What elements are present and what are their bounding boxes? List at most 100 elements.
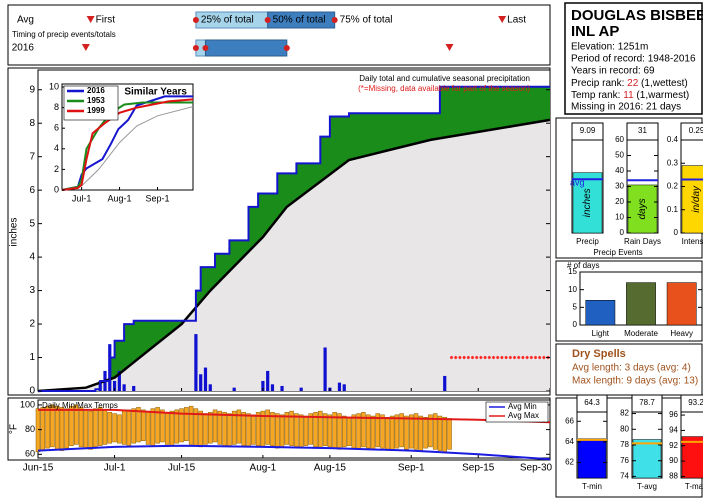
- event-marker: [445, 44, 454, 51]
- temp-bar: [97, 407, 103, 446]
- temp-bar: [217, 410, 223, 445]
- y-tick-label: 4: [54, 143, 59, 153]
- x-tick-label: Jul-1: [104, 463, 126, 474]
- legend-label: 2016: [87, 86, 105, 95]
- x-tick-label: Aug-1: [250, 463, 277, 474]
- temp-bar: [117, 414, 122, 444]
- temp-bar: [327, 414, 333, 448]
- temp-bar: [131, 408, 136, 444]
- value-label: 9.09: [580, 126, 596, 135]
- y-tick-label: 50: [615, 151, 624, 160]
- temp-bar: [241, 412, 247, 446]
- category-label: Precip: [576, 237, 599, 246]
- dry-line: Avg length: 3 days (avg: 4): [572, 363, 691, 374]
- x-tick-label: Jul-15: [168, 463, 196, 474]
- station-info: Elevation: 1251m: [571, 42, 648, 53]
- value-label: 31: [638, 126, 647, 135]
- y-tick-label: 78: [620, 440, 629, 449]
- y-tick-label: 8: [54, 102, 59, 112]
- dry-line: Max length: 9 days (avg: 13): [572, 376, 698, 387]
- daily-bar: [280, 385, 284, 391]
- y-tick-label: 90: [669, 456, 678, 465]
- temp-bar: [251, 414, 256, 445]
- y-axis-label: °F: [9, 424, 20, 434]
- y-tick-label: 76: [620, 456, 629, 465]
- temp-bar: [255, 412, 261, 446]
- temp-bar: [380, 414, 385, 449]
- y-tick-label: 60: [25, 449, 35, 459]
- bar: [681, 436, 703, 479]
- row-label: 2016: [12, 43, 35, 54]
- y-tick-label: 0: [674, 228, 679, 237]
- y-tick-label: 0.1: [667, 205, 679, 214]
- temp-bar: [265, 409, 270, 445]
- series-line: [61, 98, 194, 191]
- temp-bar: [35, 408, 41, 453]
- y-tick-label: 62: [565, 458, 574, 467]
- station-info: Years in record: 69: [571, 66, 655, 77]
- value-box: [680, 122, 703, 141]
- x-tick-label: Aug-15: [314, 463, 347, 474]
- x-tick-label: Sep-1: [145, 193, 169, 203]
- y-tick-label: 80: [25, 424, 35, 434]
- x-tick-label: Aug-1: [108, 193, 132, 203]
- y-tick-label: 2: [54, 164, 59, 174]
- x-tick-label: Jun-15: [23, 463, 54, 474]
- precip-rank: Precip rank: 22 (1,wettest): [571, 78, 688, 89]
- y-tick-label: 8: [29, 118, 35, 129]
- temp-bar: [423, 417, 428, 449]
- value-box: [626, 122, 659, 141]
- quartile-marker: [202, 45, 209, 51]
- y-tick-label: 40: [615, 166, 624, 175]
- temp-bar: [308, 413, 313, 445]
- y-tick-label: 88: [669, 472, 678, 481]
- unit-label: inches: [582, 188, 593, 217]
- y-tick-label: 20: [615, 197, 624, 206]
- temp-bar: [361, 412, 366, 448]
- temp-bar: [385, 417, 390, 450]
- daily-bar: [194, 334, 198, 391]
- y-tick-label: 0.4: [667, 135, 679, 144]
- x-tick-label: Sep-15: [462, 463, 495, 474]
- temp-bar: [447, 418, 452, 450]
- temp-bar: [284, 412, 290, 445]
- daily-bar: [261, 380, 265, 391]
- daily-bar: [266, 370, 270, 391]
- y-tick-label: 2: [29, 319, 35, 330]
- y-tick-label: 92: [669, 441, 678, 450]
- chart-title: # of days: [567, 261, 599, 270]
- daily-bar: [270, 384, 275, 391]
- temp-bar: [394, 414, 400, 449]
- dry-frame: [555, 343, 703, 396]
- temp-bar: [236, 409, 242, 444]
- y-tick-label: 0: [54, 184, 59, 194]
- y-tick-label: 94: [669, 426, 678, 435]
- y-tick-label: 96: [669, 410, 678, 419]
- temp-bar: [346, 417, 352, 446]
- quartile-box: [204, 39, 288, 57]
- y-tick-label: 4: [29, 252, 35, 263]
- quartile-marker: [192, 45, 199, 51]
- daily-bar: [132, 385, 136, 391]
- y-tick-label: 0: [573, 320, 578, 329]
- temp-bar: [270, 412, 275, 446]
- quartile-marker: [331, 17, 338, 23]
- row-label: Avg: [17, 15, 34, 26]
- temp-bar: [246, 413, 251, 448]
- event-marker: [498, 16, 507, 23]
- y-tick-label: 66: [565, 416, 574, 425]
- temp-bar: [212, 409, 218, 443]
- temp-bar: [275, 413, 280, 449]
- temp-bar: [83, 409, 89, 449]
- category-label: T-min: [582, 482, 602, 491]
- y-tick-label: 7: [29, 151, 35, 162]
- value-box: [631, 394, 663, 413]
- temp-bar: [303, 415, 309, 446]
- temp-bar: [294, 413, 299, 448]
- value-box: [680, 394, 703, 413]
- legend-label: Avg Min: [508, 402, 537, 411]
- chart-title: Daily Min/Max Temps: [42, 401, 118, 410]
- y-tick-label: 10: [49, 81, 59, 91]
- y-tick-label: 0: [620, 228, 625, 237]
- category-label: Intensity: [682, 237, 703, 246]
